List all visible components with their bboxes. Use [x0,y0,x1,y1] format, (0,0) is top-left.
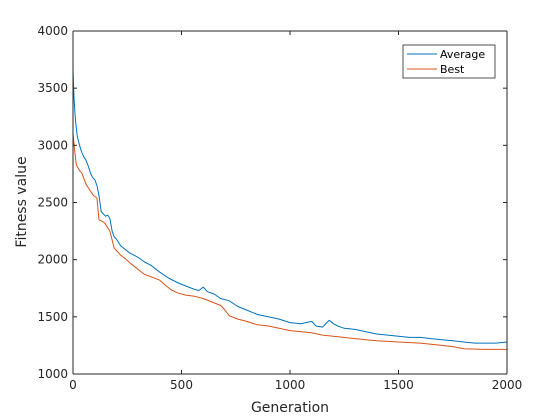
x-tick-label: 1500 [383,378,414,392]
y-tick-label: 2500 [37,196,68,210]
legend-box [402,44,496,79]
x-tick-label: 2000 [492,378,523,392]
x-tick-label: 500 [170,378,193,392]
y-tick-label: 1000 [37,367,68,381]
y-tick-label: 3000 [37,138,68,152]
legend: Average Best [402,44,496,79]
plot-area [73,31,507,374]
y-tick-label: 2000 [37,253,68,267]
legend-label-best: Best [440,63,465,76]
tick-layer: 0 500 1000 1500 2000 1000 1500 2000 2500 3000 3500… [37,24,522,392]
series-line-average [72,70,508,344]
x-tick-label: 1000 [275,378,306,392]
y-tick-label: 4000 [37,24,68,38]
y-axis-label: Fitness value [14,156,30,247]
x-tick-label: 0 [69,378,77,392]
series-layer [72,70,508,350]
y-tick-label: 3500 [37,81,68,95]
legend-label-average: Average [440,48,485,61]
y-tick-label: 1500 [37,310,68,324]
series-line-best [72,133,507,350]
x-axis-label: Generation [251,400,329,416]
